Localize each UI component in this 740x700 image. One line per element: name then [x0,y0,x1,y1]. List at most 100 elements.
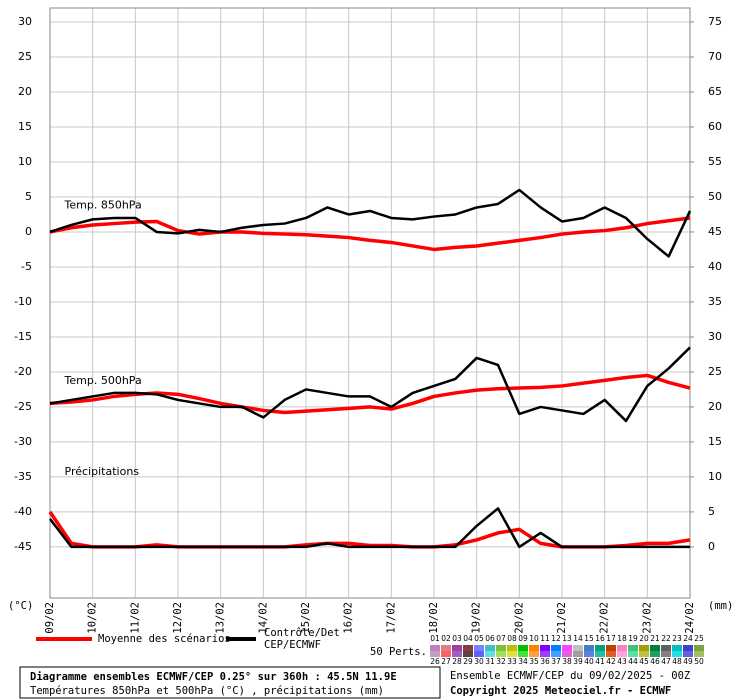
x-tick-label: 19/02 [471,602,483,634]
members-label: 50 Perts. [370,646,427,658]
y-tick-label: -35 [14,470,32,483]
legend-label: Contrôle/Det CEP/ECMWF [264,627,340,651]
member-swatch [551,645,561,651]
member-swatch [485,645,495,651]
member-swatch [474,651,484,657]
member-label: 16 [595,634,605,643]
y2-tick-label: 10 [708,470,722,483]
member-label: 24 [683,634,693,643]
panel-label: Précipitations [65,465,140,478]
member-swatch [496,651,506,657]
x-tick-label: 18/02 [428,602,440,634]
x-tick-label: 24/02 [684,602,696,634]
member-label: 23 [672,634,682,643]
member-swatch [441,651,451,657]
member-swatch [606,651,616,657]
footer-subtitle: Températures 850hPa et 500hPa (°C) , pré… [30,685,384,697]
plot-frame [49,7,691,599]
member-label: 36 [540,657,550,666]
member-swatch [540,651,550,657]
y2-tick-label: 35 [708,295,722,308]
member-label: 46 [650,657,660,666]
x-tick-label: 12/02 [172,602,184,634]
member-label: 42 [606,657,616,666]
legend-label: Moyenne des scénarios [98,633,231,645]
y2-tick-label: 15 [708,435,722,448]
member-swatch [661,651,671,657]
x-tick-label: 13/02 [215,602,227,634]
member-label: 22 [661,634,671,643]
member-swatch [584,651,594,657]
member-swatch [452,645,462,651]
x-tick-label: 22/02 [599,602,611,634]
y-tick-label: 15 [18,120,32,133]
member-swatch [628,645,638,651]
member-label: 29 [463,657,473,666]
member-label: 38 [562,657,572,666]
member-label: 41 [595,657,605,666]
series-line [49,346,691,423]
member-label: 30 [474,657,484,666]
member-swatch [639,651,649,657]
x-tick-label: 10/02 [87,602,99,634]
y-tick-label: 10 [18,155,32,168]
member-swatch [683,651,693,657]
footer-copyright: Copyright 2025 Meteociel.fr - ECMWF [450,685,671,697]
x-tick-label: 15/02 [300,602,312,634]
member-swatch [639,645,649,651]
footer-title: Diagramme ensembles ECMWF/CEP 0.25° sur … [30,671,397,683]
y-tick-label: 0 [25,225,32,238]
x-tick-label: 16/02 [343,602,355,634]
member-swatch [485,651,495,657]
member-label: 40 [584,657,594,666]
y2-tick-label: 75 [708,15,722,28]
grid-group [49,8,691,598]
x-tick-label: 17/02 [385,602,397,634]
member-label: 39 [573,657,583,666]
member-label: 11 [540,634,550,643]
member-label: 47 [661,657,671,666]
member-label: 20 [639,634,649,643]
member-label: 49 [683,657,693,666]
member-label: 06 [485,634,495,643]
x-tick-label: 11/02 [129,602,141,634]
member-label: 18 [617,634,627,643]
member-swatch [617,645,627,651]
y-tick-label: 5 [25,190,32,203]
member-swatch [650,651,660,657]
panel-label: Temp. 850hPa [64,198,142,211]
member-swatch [507,645,517,651]
member-swatch [562,651,572,657]
member-label: 02 [441,634,451,643]
y2-tick-label: 5 [708,505,715,518]
series-line [49,188,692,258]
member-swatch [562,645,572,651]
member-swatch [507,651,517,657]
member-label: 31 [485,657,495,666]
member-label: 15 [584,634,594,643]
y-tick-label: -5 [21,260,32,273]
y2-axis-label: (mm) [708,600,733,612]
member-swatch [518,645,528,651]
member-swatch [595,651,605,657]
member-label: 45 [639,657,649,666]
member-swatch [617,651,627,657]
member-swatch [672,645,682,651]
y-tick-label: -10 [14,295,32,308]
member-swatch [694,645,704,651]
member-swatch [452,651,462,657]
member-swatch [496,645,506,651]
member-label: 43 [617,657,627,666]
member-label: 34 [518,657,528,666]
member-swatch [628,651,638,657]
member-label: 13 [562,634,572,643]
member-label: 08 [507,634,517,643]
member-label: 09 [518,634,528,643]
member-label: 21 [650,634,660,643]
y-tick-label: 25 [18,50,32,63]
member-label: 14 [573,634,583,643]
y2-tick-label: 0 [708,540,715,553]
y-tick-label: 30 [18,15,32,28]
member-swatch [573,645,583,651]
